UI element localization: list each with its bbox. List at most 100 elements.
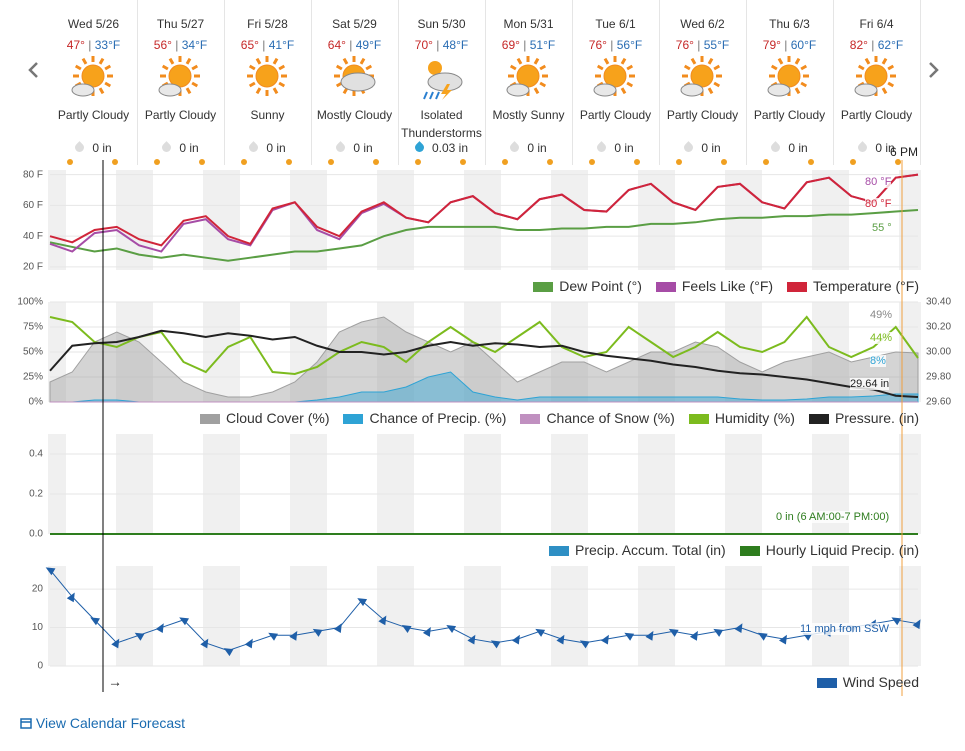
wind-arrow — [579, 640, 590, 649]
annotation: 49% — [870, 309, 893, 321]
night-band — [290, 434, 312, 534]
night-band — [899, 434, 921, 534]
legend-swatch — [816, 678, 837, 689]
legend-swatch — [200, 414, 220, 425]
day-column: Thu 5/27 56° | 34°F Partly Cloudy 0 in — [137, 0, 225, 165]
hi-lo: 64° | 49°F — [311, 38, 398, 52]
sun-dot — [502, 159, 508, 165]
legend-label: Chance of Precip. (%) — [369, 410, 507, 426]
day-column: Mon 5/31 69° | 51°F Mostly Sunny 0 in — [485, 0, 573, 165]
weather-icon — [334, 56, 376, 96]
wind-arrow — [134, 632, 145, 641]
annotation: 44% — [870, 332, 893, 344]
icon — [854, 54, 900, 103]
separator: | — [84, 38, 95, 52]
wind-arrow — [200, 638, 209, 649]
night-band — [483, 566, 501, 666]
link-text[interactable]: View Calendar Forecast — [35, 715, 186, 731]
wind-arrow — [333, 623, 342, 634]
icon — [767, 54, 813, 103]
night-band — [464, 566, 486, 666]
wind-arrow — [66, 592, 75, 603]
night-band — [744, 434, 762, 534]
legend-label: Humidity (%) — [714, 410, 795, 426]
wind-arrow — [289, 630, 298, 641]
wind-arrow — [268, 632, 279, 641]
condition: Sunny — [250, 108, 285, 122]
icon — [332, 54, 378, 103]
day-name: Fri 5/28 — [247, 17, 288, 31]
hi-lo: 70° | 48°F — [398, 38, 485, 52]
tick-label: 0.4 — [29, 449, 43, 460]
tick-label: 0.0 — [29, 529, 43, 540]
sun-dot — [763, 159, 769, 165]
night-band — [744, 170, 762, 270]
hi-lo: 56° | 34°F — [137, 38, 224, 52]
precip-amount: 0 in — [266, 141, 286, 155]
annotation: 29.64 in — [850, 378, 890, 390]
tick-label: 0.2 — [29, 489, 43, 500]
day-name: Wed 5/26 — [67, 17, 120, 31]
condition: Mostly Cloudy — [316, 108, 393, 122]
wind-arrow — [422, 627, 431, 637]
night-band — [203, 434, 225, 534]
low-temp: 55°F — [703, 38, 730, 52]
sun-dot — [895, 159, 901, 165]
day-name: Wed 6/2 — [680, 17, 725, 31]
high-temp: 47° — [66, 38, 85, 52]
day-name: Fri 6/4 — [859, 17, 894, 31]
icon — [245, 54, 291, 103]
night-band — [551, 566, 573, 666]
separator: | — [519, 38, 530, 52]
wind-arrow — [556, 634, 565, 645]
night-band — [48, 566, 66, 666]
tick-label: 30.40 — [926, 297, 951, 308]
legend-item: Chance of Snow (%) — [520, 410, 675, 426]
wind-arrow — [223, 648, 234, 657]
tick-label: 100% — [17, 297, 43, 308]
wind-arrow — [45, 567, 56, 576]
night-band — [116, 434, 138, 534]
night-band — [135, 434, 153, 534]
precip: 0.03 in — [398, 141, 485, 155]
wind-arrow — [600, 634, 609, 645]
tick-label: 10 — [32, 622, 44, 633]
precip-amount: 0 in — [353, 141, 373, 155]
precip-amount: 0 in — [614, 141, 634, 155]
night-band — [377, 170, 399, 270]
sun-dot — [373, 159, 379, 165]
night-band — [290, 170, 312, 270]
precip: 0 in — [311, 141, 398, 155]
sun-dot — [67, 159, 73, 165]
legend: Wind Speed — [816, 674, 919, 690]
hi-lo: 47° | 33°F — [50, 38, 137, 52]
separator: | — [606, 38, 617, 52]
condition: Partly Cloudy — [57, 108, 130, 122]
icon — [158, 54, 204, 103]
tick-label: 75% — [23, 322, 43, 333]
sun-dot — [850, 159, 856, 165]
area — [49, 316, 919, 403]
sun-dot — [199, 159, 205, 165]
weather-icon — [423, 61, 463, 100]
hi-lo: 79° | 60°F — [746, 38, 833, 52]
annotation: 8% — [870, 355, 886, 367]
separator: | — [693, 38, 704, 52]
legend-swatch — [688, 414, 709, 425]
night-band — [464, 434, 486, 534]
calendar-link[interactable]: View Calendar Forecast — [20, 715, 185, 731]
separator: | — [258, 38, 269, 52]
weather-icon — [71, 56, 113, 97]
legend-label: Wind Speed — [842, 674, 919, 690]
annotation: 55 ° — [872, 222, 892, 234]
wind-arrow — [179, 617, 190, 626]
series-line — [49, 209, 919, 262]
day-column: Wed 5/26 47° | 33°F Partly Cloudy 0 in — [50, 0, 138, 165]
legend-label: Chance of Snow (%) — [546, 410, 675, 426]
tick-label: 0% — [29, 397, 44, 408]
sun-dot — [415, 159, 421, 165]
wind-arrow — [734, 623, 743, 634]
icon — [680, 54, 726, 103]
night-band — [551, 434, 573, 534]
series-line — [49, 569, 919, 652]
